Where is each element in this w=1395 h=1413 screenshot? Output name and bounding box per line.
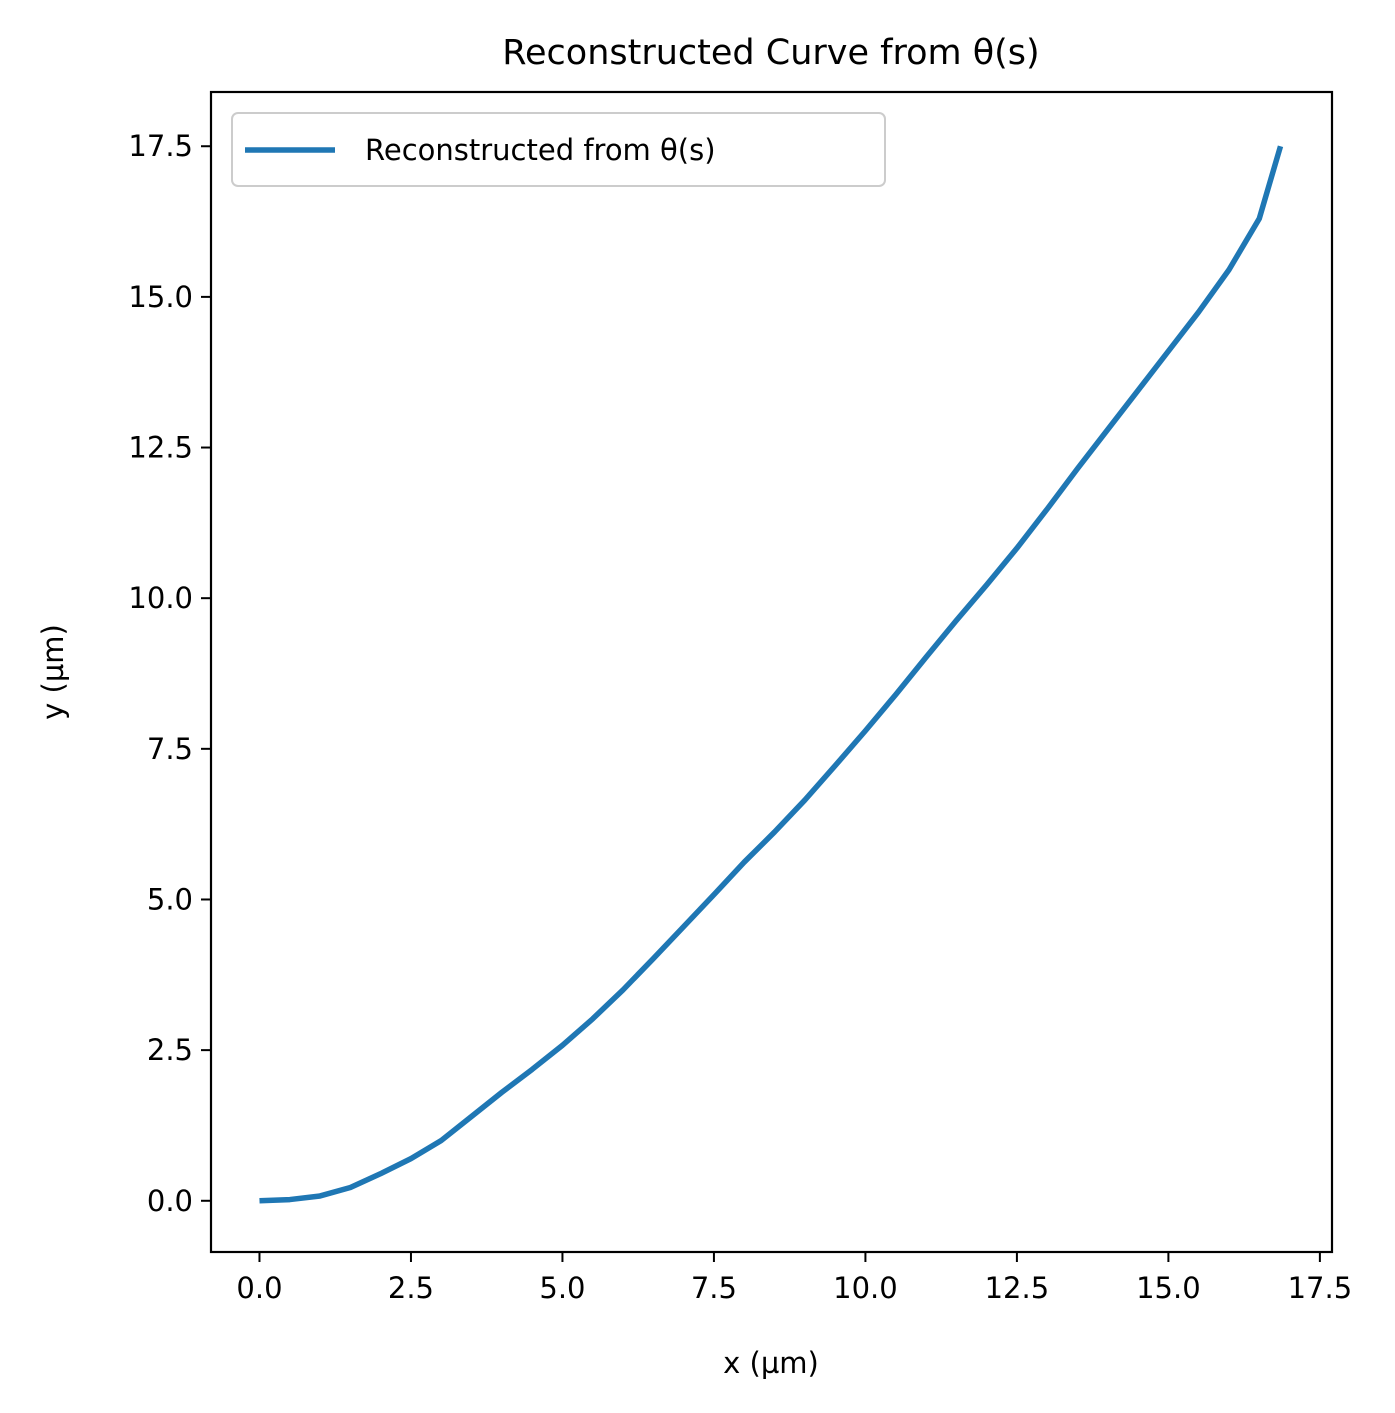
legend-box [231, 112, 886, 187]
y-tick-label: 0.0 [147, 1184, 193, 1218]
x-tick-label: 10.0 [833, 1271, 898, 1305]
y-tick-label: 5.0 [147, 882, 193, 916]
plot-frame [209, 90, 1334, 1254]
legend-label: Reconstructed from θ(s) [365, 133, 716, 167]
chart-title: Reconstructed Curve from θ(s) [502, 33, 1039, 73]
series-line [259, 145, 1284, 1204]
plot-area [259, 145, 1284, 1204]
y-tick-label: 7.5 [147, 732, 193, 766]
x-tick-label: 2.5 [388, 1271, 434, 1305]
y-tick-label: 12.5 [128, 431, 193, 465]
x-tick-label: 12.5 [985, 1271, 1050, 1305]
y-tick-label: 15.0 [128, 280, 193, 314]
x-axis-ticks: 0.0 2.5 5.0 7.5 10.0 12.5 15.0 17.5 [236, 1252, 1352, 1305]
legend: Reconstructed from θ(s) [231, 112, 886, 187]
x-axis-label: x (µm) [723, 1346, 819, 1380]
x-tick-label: 17.5 [1288, 1271, 1353, 1305]
x-tick-label: 0.0 [236, 1271, 282, 1305]
x-tick-label: 15.0 [1136, 1271, 1201, 1305]
x-tick-label: 5.0 [539, 1271, 585, 1305]
y-axis-label: y (µm) [36, 624, 70, 720]
y-tick-label: 10.0 [128, 581, 193, 615]
y-tick-label: 2.5 [147, 1033, 193, 1067]
y-tick-label: 17.5 [128, 129, 193, 163]
y-axis-ticks: 0.0 2.5 5.0 7.5 10.0 12.5 15.0 17.5 [128, 129, 211, 1218]
x-tick-label: 7.5 [691, 1271, 737, 1305]
